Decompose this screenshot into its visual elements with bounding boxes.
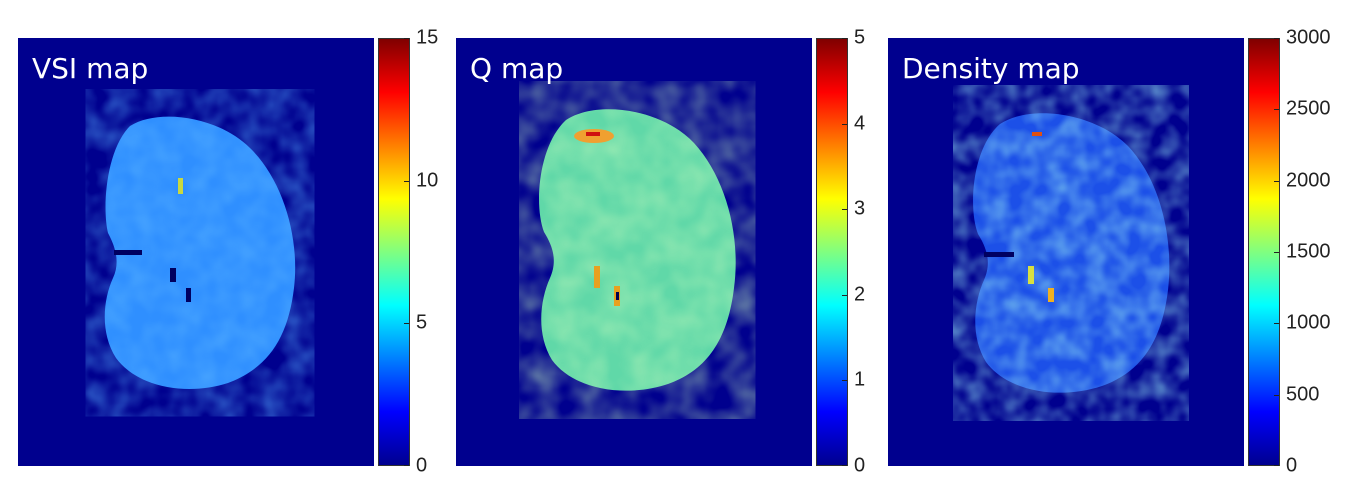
colorbar-tickmark bbox=[842, 465, 847, 466]
colorbar-tickmark bbox=[404, 180, 409, 182]
colorbar-tick-label: 10 bbox=[416, 169, 439, 192]
colorbar-tickmark bbox=[1274, 109, 1279, 111]
q-colorbar bbox=[816, 38, 848, 466]
colorbar-tick-label: 2000 bbox=[1286, 169, 1331, 192]
density-map-image: Density map bbox=[888, 38, 1244, 466]
colorbar-tick-label: 5 bbox=[416, 311, 428, 334]
q-tissue-shape bbox=[539, 109, 736, 391]
colorbar-tick-label: 0 bbox=[416, 454, 428, 477]
colorbar-tickmark bbox=[404, 38, 409, 39]
colorbar-tickmark bbox=[404, 323, 409, 325]
colorbar-tick-label: 1500 bbox=[1286, 240, 1331, 263]
colorbar-tick-label: 15 bbox=[416, 26, 439, 49]
colorbar-tick-label: 500 bbox=[1286, 383, 1320, 406]
colorbar-tickmark bbox=[842, 380, 847, 382]
colorbar-tickmark bbox=[1274, 394, 1279, 396]
colorbar-tick-label: 2 bbox=[854, 283, 866, 306]
colorbar-tickmark bbox=[842, 123, 847, 125]
colorbar-tick-label: 3 bbox=[854, 197, 866, 220]
colorbar-tickmark bbox=[842, 38, 847, 39]
colorbar-tick-label: 1000 bbox=[1286, 311, 1331, 334]
colorbar-tick-label: 0 bbox=[1286, 454, 1298, 477]
density-tissue-shape bbox=[973, 113, 1170, 393]
colorbar-tick-label: 5 bbox=[854, 26, 866, 49]
colorbar-tickmark bbox=[1274, 323, 1279, 325]
colorbar-tick-label: 3000 bbox=[1286, 26, 1331, 49]
q-map-title: Q map bbox=[470, 52, 564, 85]
colorbar-tickmark bbox=[404, 465, 409, 466]
vsi-tissue-shape bbox=[104, 116, 296, 390]
colorbar-tickmark bbox=[842, 294, 847, 296]
q-map-image: Q map bbox=[456, 38, 812, 466]
vsi-map-title: VSI map bbox=[32, 52, 149, 85]
colorbar-tick-label: 0 bbox=[854, 454, 866, 477]
colorbar-tickmark bbox=[1274, 252, 1279, 253]
colorbar-tickmark bbox=[1274, 38, 1279, 39]
colorbar-tick-label: 1 bbox=[854, 368, 866, 391]
vsi-map-image: VSI map bbox=[18, 38, 374, 466]
colorbar-tickmark bbox=[1274, 465, 1279, 466]
colorbar-tickmark bbox=[1274, 180, 1279, 182]
vsi-colorbar bbox=[378, 38, 410, 466]
colorbar-tick-label: 4 bbox=[854, 112, 866, 135]
colorbar-tick-label: 2500 bbox=[1286, 97, 1331, 120]
density-map-title: Density map bbox=[902, 52, 1080, 85]
colorbar-tickmark bbox=[842, 209, 847, 211]
